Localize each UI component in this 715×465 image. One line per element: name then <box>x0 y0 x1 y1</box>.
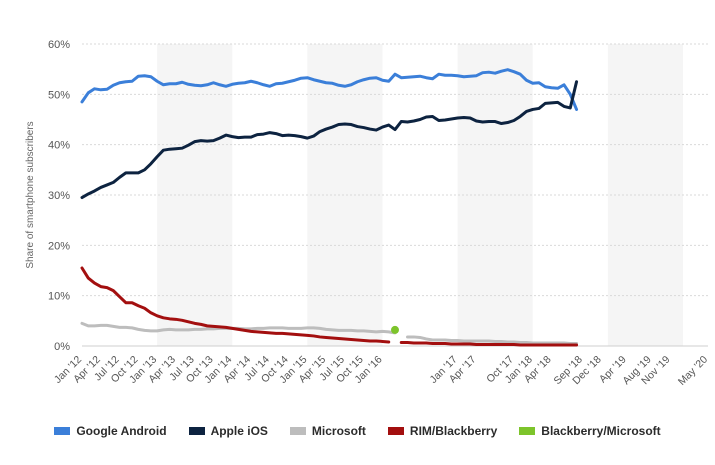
legend-swatch-icon <box>519 427 536 435</box>
y-tick-label: 0% <box>54 341 70 353</box>
legend-label: RIM/Blackberry <box>409 424 498 438</box>
legend-item[interactable]: Blackberry/Microsoft <box>519 424 661 438</box>
legend-swatch-icon <box>289 427 306 435</box>
legend-swatch-icon <box>387 427 404 435</box>
gridlines <box>82 43 708 347</box>
y-tick-label: 50% <box>48 89 70 101</box>
y-axis-ticks: 0% 10% 20% 30% 40% 50% 60% <box>48 39 70 353</box>
y-tick-label: 30% <box>48 190 70 202</box>
legend-label: Blackberry/Microsoft <box>541 424 661 438</box>
y-tick-label: 60% <box>48 39 70 51</box>
series-line <box>399 340 579 347</box>
x-tick-label: May '20 <box>676 354 710 388</box>
legend-item[interactable]: Microsoft <box>289 424 366 438</box>
series-line <box>80 266 391 344</box>
legend-item[interactable]: Apple iOS <box>188 424 268 438</box>
series-lines <box>80 68 579 347</box>
series-line <box>80 68 579 111</box>
legend: Google Android Apple iOS Microsoft RIM/Blac… <box>0 424 715 438</box>
legend-label: Google Android <box>76 424 167 438</box>
y-tick-label: 10% <box>48 291 70 303</box>
series-line <box>406 335 579 345</box>
series-line <box>80 80 579 200</box>
legend-swatch-icon <box>54 427 71 435</box>
legend-swatch-icon <box>188 427 205 435</box>
legend-item[interactable]: Google Android <box>54 424 167 438</box>
legend-label: Microsoft <box>311 424 366 438</box>
legend-item[interactable]: RIM/Blackberry <box>387 424 498 438</box>
y-tick-label: 40% <box>48 140 70 152</box>
series-point <box>391 325 399 334</box>
y-tick-label: 20% <box>48 240 70 252</box>
y-axis-label: Share of smartphone subscribers <box>25 121 36 268</box>
legend-label: Apple iOS <box>210 424 268 438</box>
